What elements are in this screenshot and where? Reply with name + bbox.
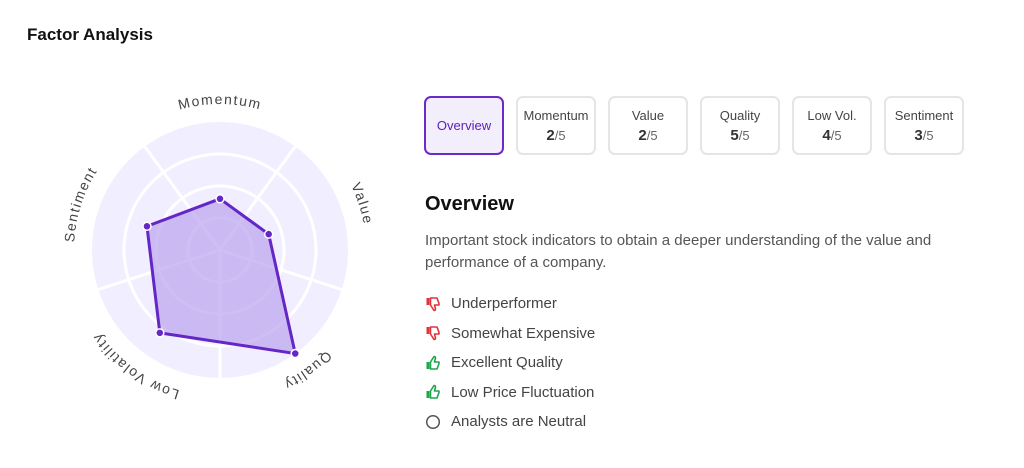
- list-item: Underperformer: [425, 289, 595, 319]
- section-description: Important stock indicators to obtain a d…: [425, 232, 932, 271]
- thumbs-up-icon: [425, 355, 441, 371]
- radar-axis-label: Momentum: [176, 91, 263, 113]
- score-value: 2: [546, 126, 555, 144]
- score-value: 3: [914, 126, 923, 144]
- tab-label: Low Vol.: [807, 107, 857, 123]
- factor-tabs: Overview Momentum 2/5 Value 2/5 Quality …: [424, 96, 964, 155]
- tab-score: 2/5: [546, 127, 565, 144]
- page-title: Factor Analysis: [27, 25, 153, 44]
- radar-point-quality: [290, 348, 300, 359]
- list-item: Somewhat Expensive: [425, 319, 595, 349]
- score-value: 4: [822, 126, 831, 144]
- radar-point-momentum: [215, 194, 225, 204]
- score-max: /5: [554, 127, 566, 143]
- list-item: Low Price Fluctuation: [425, 378, 595, 408]
- radar-series-area: [145, 197, 297, 356]
- tab-label: Overview: [436, 118, 492, 133]
- tab-score: 5/5: [730, 127, 749, 144]
- thumbs-up-icon: [425, 384, 441, 400]
- list-item: Analysts are Neutral: [425, 407, 595, 437]
- indicator-list: Underperformer Somewhat Expensive Excell…: [425, 289, 595, 437]
- tab-score: 3/5: [914, 127, 933, 144]
- score-max: /5: [646, 127, 658, 143]
- section-title: Overview: [425, 193, 514, 215]
- tab-score: 4/5: [822, 127, 841, 144]
- score-value: 5: [730, 126, 739, 144]
- radar-point-sentiment: [142, 221, 152, 232]
- indicator-text: Excellent Quality: [451, 354, 563, 372]
- indicator-text: Somewhat Expensive: [451, 324, 596, 342]
- tab-score: 2/5: [638, 127, 657, 144]
- score-max: /5: [830, 127, 842, 143]
- circle-icon: [425, 414, 441, 430]
- list-item: Excellent Quality: [425, 348, 595, 378]
- tab-overview[interactable]: Overview: [424, 96, 504, 155]
- indicator-text: Analysts are Neutral: [451, 413, 587, 431]
- indicator-text: Underperformer: [451, 295, 557, 313]
- thumbs-down-icon: [425, 296, 441, 312]
- tab-sentiment[interactable]: Sentiment 3/5: [884, 96, 964, 155]
- radar-axis-label: Value: [348, 180, 377, 226]
- tab-low-vol[interactable]: Low Vol. 4/5: [792, 96, 872, 155]
- score-max: /5: [738, 127, 750, 143]
- tab-label: Momentum: [523, 107, 589, 123]
- score-max: /5: [922, 127, 934, 143]
- tab-quality[interactable]: Quality 5/5: [700, 96, 780, 155]
- tab-momentum[interactable]: Momentum 2/5: [516, 96, 596, 155]
- tab-label: Value: [631, 107, 665, 123]
- thumbs-down-icon: [425, 325, 441, 341]
- factor-radar-chart: Momentum Value Quality Low Volatility Sentim…: [50, 80, 390, 420]
- score-value: 2: [638, 126, 647, 144]
- radar-point-low-volatility: [155, 328, 165, 338]
- tab-label: Sentiment: [894, 107, 954, 123]
- tab-label: Quality: [719, 107, 761, 123]
- radar-point-value: [263, 229, 274, 239]
- indicator-text: Low Price Fluctuation: [451, 383, 595, 401]
- tab-value[interactable]: Value 2/5: [608, 96, 688, 155]
